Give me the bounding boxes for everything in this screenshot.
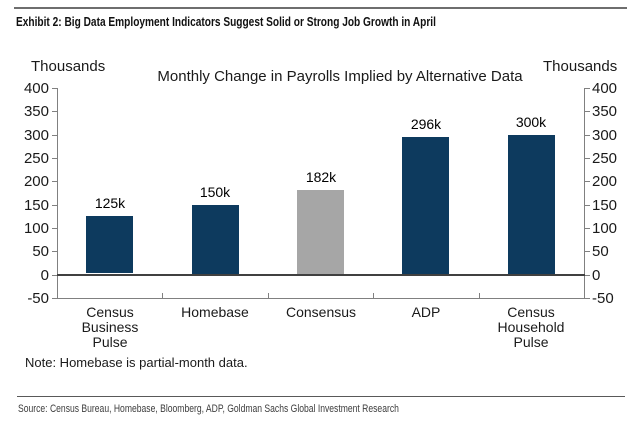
bottom-axis-line: [57, 298, 585, 299]
y-tick-mark-right: [585, 228, 590, 229]
source-text: Source: Census Bureau, Homebase, Bloombe…: [18, 403, 399, 415]
y-tick-mark-left: [52, 228, 57, 229]
bar-value-label: 300k: [515, 114, 547, 130]
zero-line: [57, 274, 585, 276]
y-tick-mark-right: [585, 158, 590, 159]
x-axis-boundary-tick: [162, 293, 163, 299]
top-rule: [14, 7, 627, 9]
y-tick-label-right: 300: [592, 127, 618, 144]
y-tick-mark-left: [52, 158, 57, 159]
x-category-label: Census Household Pulse: [497, 304, 565, 350]
y-tick-label-left: -50: [27, 290, 49, 307]
y-tick-label-left: 400: [23, 80, 49, 97]
y-tick-label-left: 150: [23, 197, 49, 214]
y-tick-label-right: 0: [592, 267, 601, 284]
left-axis-line: [57, 88, 58, 299]
x-category-label: ADP: [411, 304, 441, 320]
exhibit-title: Exhibit 2: Big Data Employment Indicator…: [16, 14, 436, 29]
y-tick-label-right: 150: [592, 197, 618, 214]
y-tick-mark-right: [585, 88, 590, 89]
y-tick-mark-left: [52, 205, 57, 206]
y-tick-label-left: 50: [32, 243, 49, 260]
y-tick-mark-right: [585, 181, 590, 182]
bar: [86, 216, 133, 273]
bar-value-label: 125k: [94, 195, 126, 211]
bar-value-label: 296k: [410, 116, 442, 132]
bar: [402, 137, 449, 274]
y-tick-label-right: 400: [592, 80, 618, 97]
y-tick-label-left: 200: [23, 173, 49, 190]
y-tick-mark-left: [52, 251, 57, 252]
y-tick-label-left: 300: [23, 127, 49, 144]
x-axis-boundary-tick: [268, 293, 269, 299]
x-axis-boundary-tick: [479, 293, 480, 299]
y-tick-mark-right: [585, 111, 590, 112]
y-tick-label-left: 0: [40, 267, 49, 284]
y-tick-mark-left: [52, 181, 57, 182]
note-text: Note: Homebase is partial-month data.: [25, 355, 248, 370]
y-tick-mark-left: [52, 298, 57, 299]
bar-value-label: 150k: [199, 184, 231, 200]
y-axis-label-right: Thousands: [543, 58, 618, 75]
x-category-label: Consensus: [285, 304, 357, 320]
bar: [192, 205, 239, 274]
y-tick-label-right: 250: [592, 150, 618, 167]
bar: [297, 190, 344, 274]
x-category-label: Homebase: [181, 304, 249, 320]
y-axis-label-left: Thousands: [31, 58, 106, 75]
y-tick-label-left: 350: [23, 103, 49, 120]
x-category-label: Census Business Pulse: [81, 304, 139, 350]
y-tick-label-left: 250: [23, 150, 49, 167]
y-tick-label-right: 200: [592, 173, 618, 190]
y-tick-mark-right: [585, 251, 590, 252]
y-tick-label-right: 100: [592, 220, 618, 237]
y-tick-mark-left: [52, 135, 57, 136]
y-tick-mark-left: [52, 111, 57, 112]
x-axis-boundary-tick: [373, 293, 374, 299]
bar-value-label: 182k: [305, 169, 337, 185]
y-tick-label-right: 50: [592, 243, 609, 260]
y-tick-label-left: 100: [23, 220, 49, 237]
y-tick-mark-right: [585, 275, 590, 276]
y-tick-mark-left: [52, 88, 57, 89]
bar: [508, 135, 555, 274]
y-tick-mark-right: [585, 298, 590, 299]
y-tick-label-right: -50: [592, 290, 614, 307]
y-tick-mark-right: [585, 205, 590, 206]
y-tick-mark-left: [52, 275, 57, 276]
chart-title: Monthly Change in Payrolls Implied by Al…: [157, 68, 523, 85]
y-tick-mark-right: [585, 135, 590, 136]
right-axis-line: [584, 88, 585, 299]
source-rule: [17, 396, 625, 397]
y-tick-label-right: 350: [592, 103, 618, 120]
